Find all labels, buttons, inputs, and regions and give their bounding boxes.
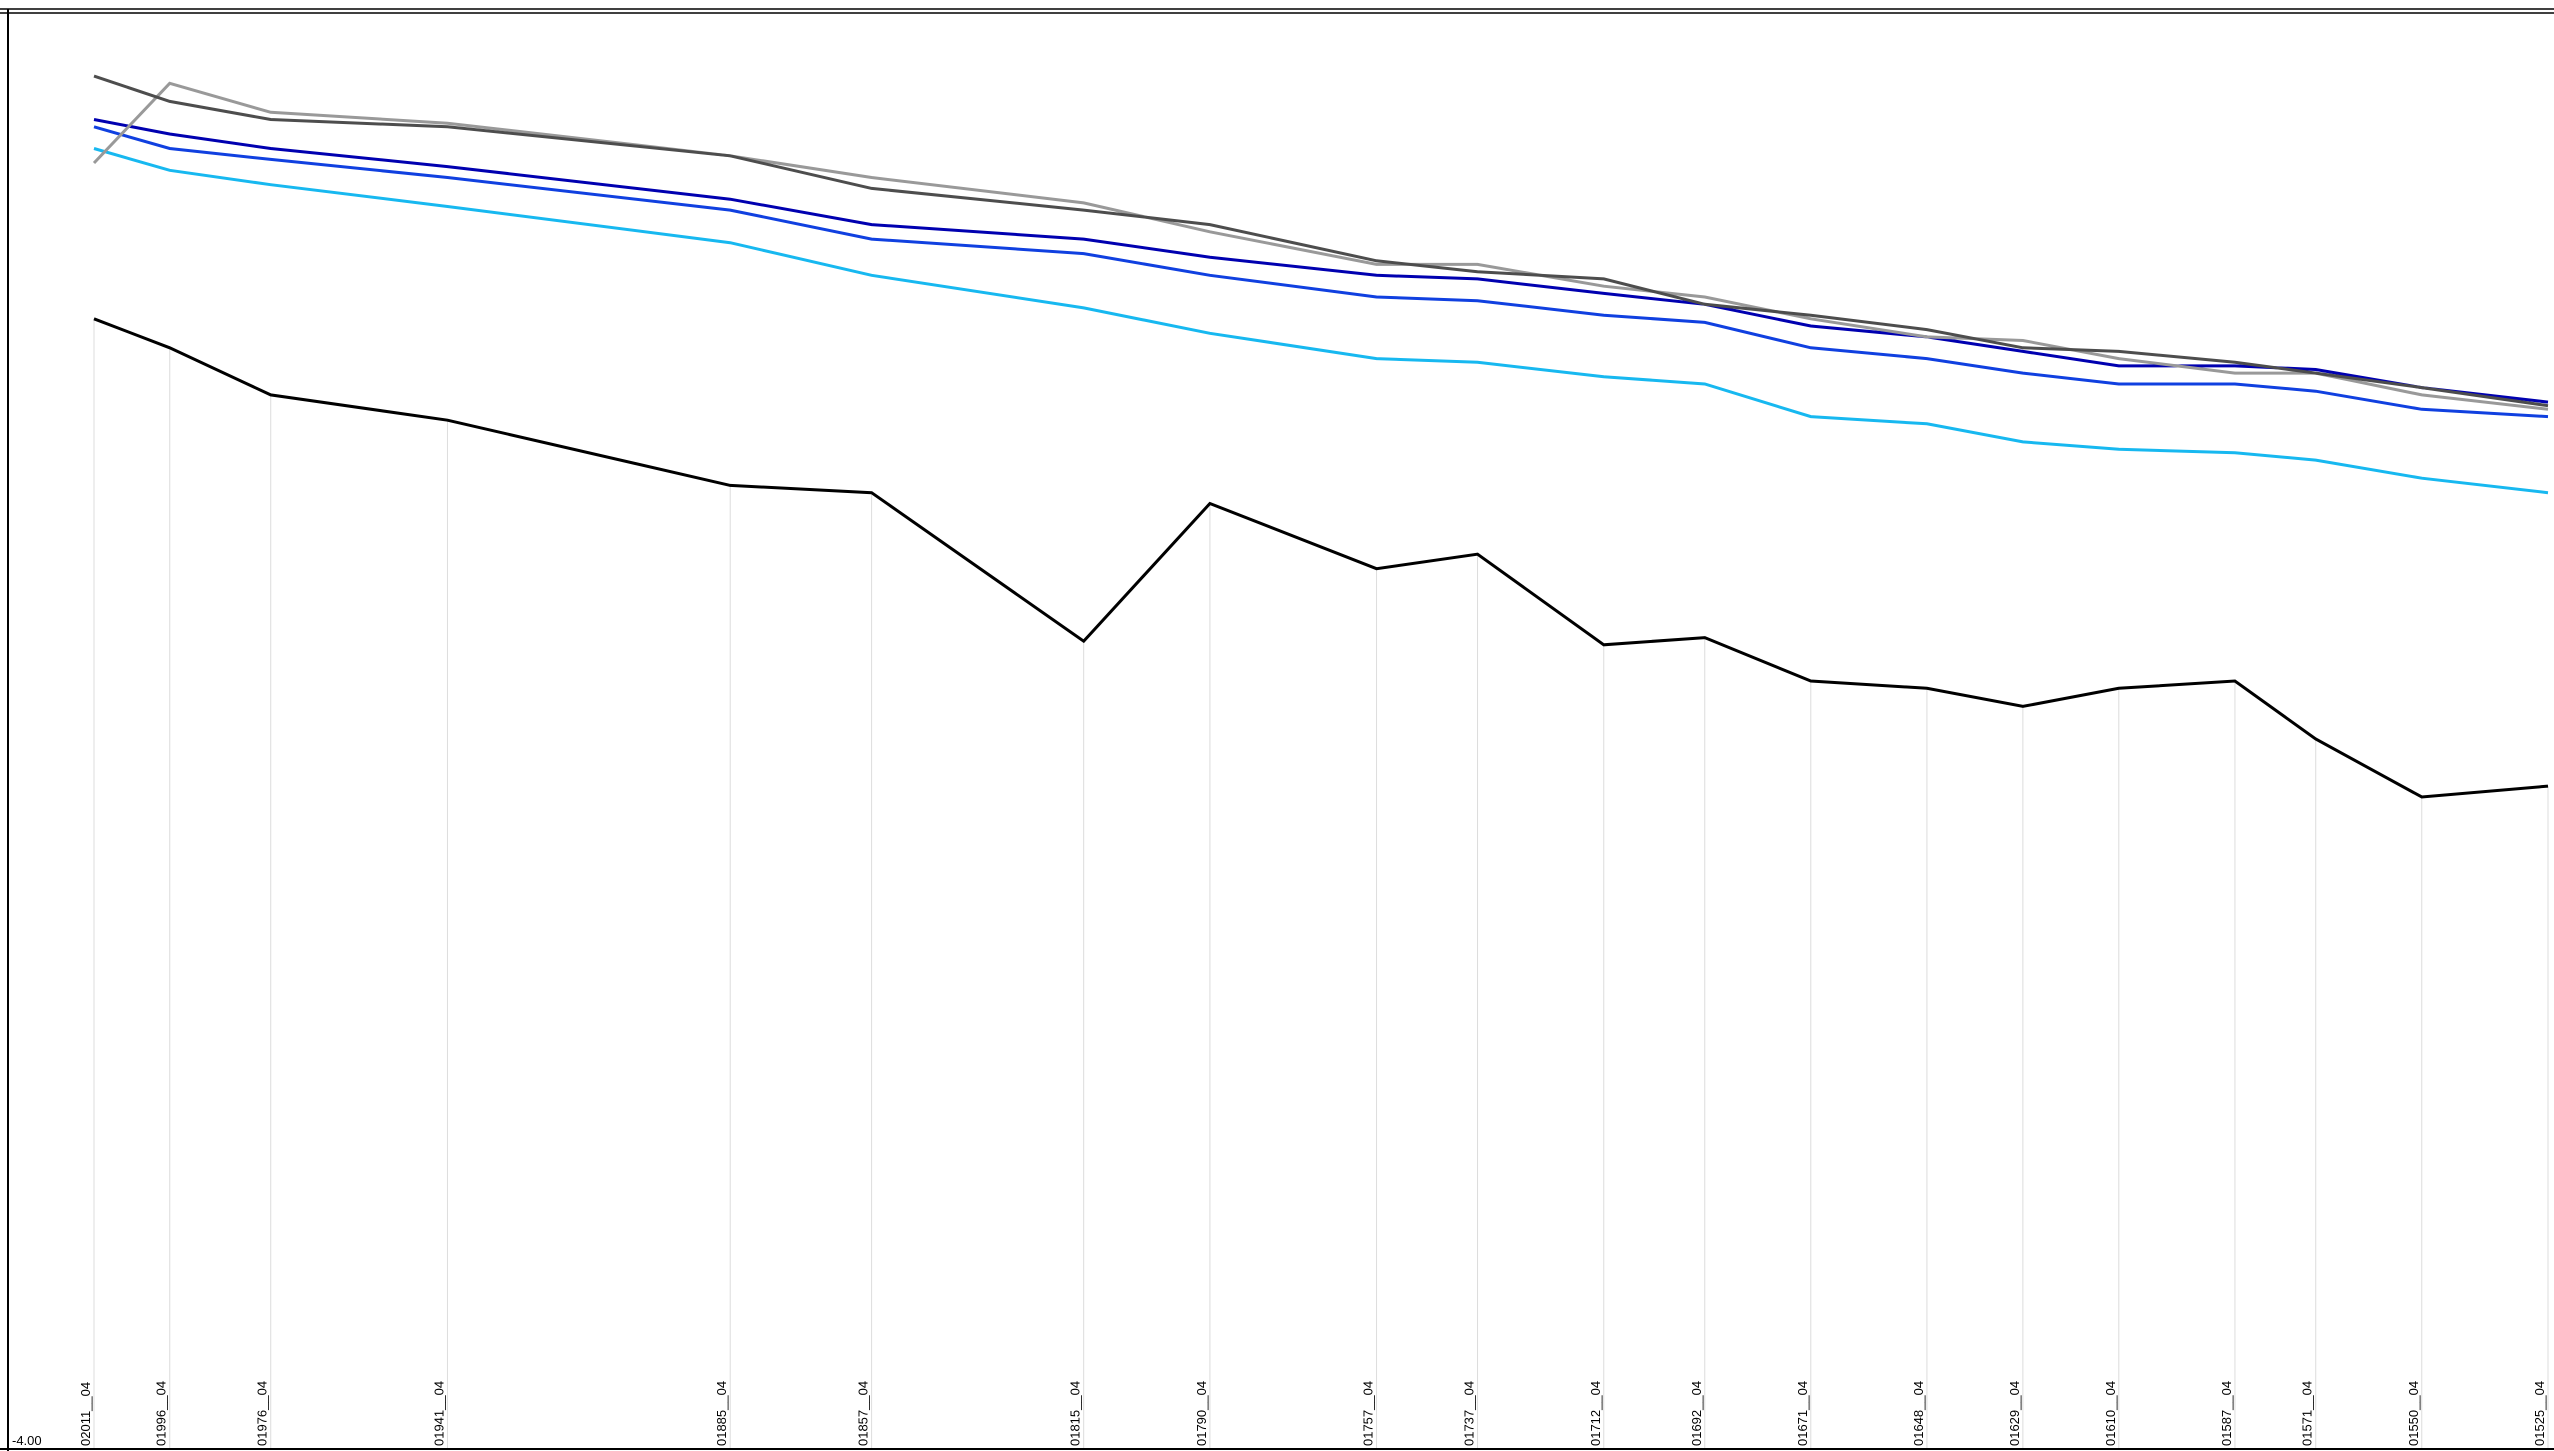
y-tick-label-min: -4.00 xyxy=(12,1433,42,1448)
x-tick-label: 01885__04 xyxy=(714,1381,729,1446)
series-layer xyxy=(92,74,2549,799)
x-tick-label: 01712__04 xyxy=(1588,1381,1603,1446)
x-tick-label: 01671__04 xyxy=(1795,1381,1810,1446)
series-line-2 xyxy=(93,125,2549,419)
x-tick-label: 01610__04 xyxy=(2103,1381,2118,1446)
x-tick-label: 01692__04 xyxy=(1689,1381,1704,1446)
x-tick-labels: 02011__04 01996__04 01976__04 01941__04 0188… xyxy=(78,1381,2547,1446)
category-gridlines xyxy=(93,318,2549,1448)
x-tick-label: 02011__04 xyxy=(78,1382,93,1446)
x-tick-label: 01587__04 xyxy=(2219,1381,2234,1446)
x-tick-label: 01757__04 xyxy=(1361,1381,1376,1446)
series-line-0 xyxy=(93,317,2549,799)
x-tick-label: 01648__04 xyxy=(1911,1381,1926,1446)
x-tick-label: 01737__04 xyxy=(1462,1381,1477,1446)
x-tick-label: 01790__04 xyxy=(1194,1381,1209,1446)
x-tick-label: 01629__04 xyxy=(2007,1381,2022,1446)
x-tick-label: 01571__04 xyxy=(2300,1381,2315,1446)
x-tick-label: 01525__04 xyxy=(2532,1381,2547,1446)
x-tick-label: 01815__04 xyxy=(1068,1381,1083,1446)
x-tick-label: 01941__04 xyxy=(431,1381,446,1446)
series-line-1 xyxy=(93,147,2549,495)
series-line-5 xyxy=(93,74,2549,408)
x-tick-label: 01996__04 xyxy=(154,1381,169,1446)
series-line-3 xyxy=(93,118,2549,404)
x-tick-label: 01976__04 xyxy=(255,1381,270,1446)
x-tick-label: 01857__04 xyxy=(856,1381,871,1446)
x-tick-label: 01550__04 xyxy=(2406,1381,2421,1446)
